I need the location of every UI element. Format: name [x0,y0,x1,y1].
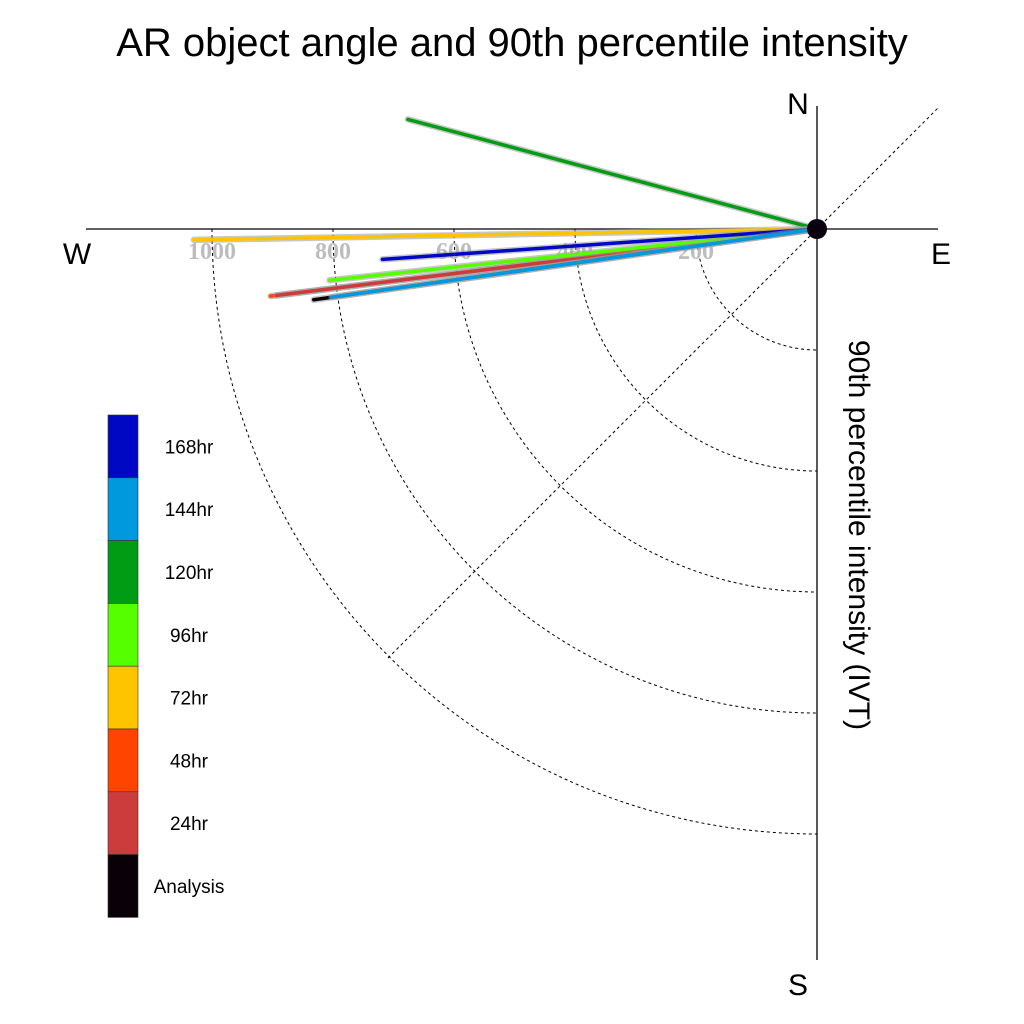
compass-west: W [63,238,92,271]
legend-label: 168hr [165,437,214,458]
forecast-vectors [190,116,821,303]
legend-swatch [107,728,139,793]
vector-120hr [406,117,819,231]
radial-ring [574,228,818,472]
legend-label: Analysis [154,877,225,898]
legend-swatch [107,540,139,604]
diagonal-guide [387,107,939,659]
legend: 168hr 144hr 120hr 96hr 72hr 48hr 24hr Analysis [107,414,225,918]
legend-swatch [107,477,139,541]
legend-label: 24hr [170,814,209,835]
radial-ring [211,228,818,835]
legend-swatch [107,603,139,667]
radial-axis-label: 90th percentile intensity (IVT) [842,340,875,730]
legend-swatch [107,791,139,855]
compass-north: N [787,88,809,121]
origin-marker [807,219,827,239]
legend-label: 144hr [165,500,214,521]
chart-title: AR object angle and 90th percentile inte… [116,21,908,65]
radial-tick-label: 800 [315,239,351,265]
vector-144hr [329,227,819,299]
legend-label: 120hr [165,563,214,584]
legend-swatch [107,665,139,730]
legend-label: 48hr [170,751,209,772]
compass-south: S [788,969,808,1002]
legend-swatch [107,854,139,918]
radial-tick-label: 1000 [188,239,236,265]
vector-168hr [380,227,819,262]
polar-grid [211,228,818,835]
radial-ring [695,228,818,351]
vector-72hr [192,227,819,242]
legend-label: 72hr [170,689,209,710]
legend-swatch [107,414,139,479]
legend-label: 96hr [170,626,209,647]
radial-ring [453,228,818,593]
compass-east: E [931,238,951,271]
